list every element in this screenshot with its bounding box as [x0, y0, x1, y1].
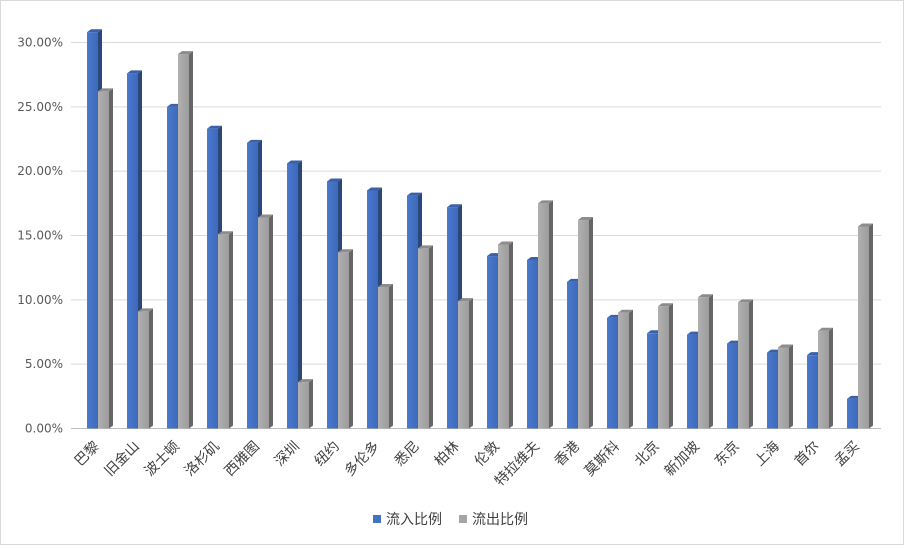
- legend-label: 流出比例: [472, 512, 528, 528]
- y-tick-label: 5.00%: [25, 357, 63, 371]
- x-category-label: 多伦多: [341, 438, 383, 480]
- gridlines: [71, 42, 881, 429]
- x-category-label: 新加坡: [662, 439, 703, 480]
- x-category-label: 纽约: [312, 439, 343, 470]
- y-tick-label: 0.00%: [25, 422, 63, 436]
- legend-item: 流出比例: [459, 512, 528, 528]
- bar-outflow: [98, 88, 113, 429]
- x-category-label: 柏林: [432, 439, 463, 470]
- y-tick-label: 20.00%: [17, 164, 63, 178]
- bars: [87, 29, 873, 429]
- bar-outflow: [658, 303, 673, 429]
- bar-outflow: [578, 217, 593, 429]
- bar-outflow: [338, 249, 353, 429]
- bar-outflow: [178, 51, 193, 429]
- bar-outflow: [818, 327, 833, 429]
- x-category-label: 北京: [632, 439, 663, 470]
- y-axis-tick-labels: 0.00% 5.00% 10.00% 15.00% 20.00% 25.00% 30.00%: [17, 36, 63, 436]
- bar-outflow: [418, 245, 433, 429]
- bar-outflow: [138, 308, 153, 429]
- x-category-label: 巴黎: [72, 439, 103, 470]
- bar-outflow: [778, 344, 793, 429]
- x-category-label: 悉尼: [392, 439, 423, 470]
- bar-outflow: [538, 200, 553, 429]
- x-category-label: 旧金山: [102, 439, 143, 480]
- x-category-label: 西雅图: [222, 439, 263, 480]
- x-category-label: 孟买: [832, 439, 863, 470]
- x-category-label: 莫斯科: [582, 439, 623, 480]
- bar-outflow: [218, 231, 233, 429]
- bar-outflow: [738, 299, 753, 429]
- y-tick-label: 30.00%: [17, 36, 63, 50]
- legend-swatch: [459, 515, 467, 523]
- x-category-label: 特拉维夫: [492, 439, 543, 490]
- bar-outflow: [498, 241, 513, 429]
- bar-outflow: [258, 214, 273, 429]
- bar-outflow: [298, 379, 313, 429]
- x-category-label: 深圳: [272, 439, 303, 470]
- bar-outflow: [858, 223, 873, 429]
- x-category-label: 波士顿: [142, 439, 183, 480]
- y-tick-label: 15.00%: [17, 229, 63, 243]
- legend-label: 流入比例: [386, 512, 442, 528]
- bar-outflow: [458, 298, 473, 429]
- bar-inflow: [287, 160, 302, 429]
- bar-outflow: [698, 294, 713, 429]
- legend-swatch: [373, 515, 381, 523]
- bar-outflow: [378, 283, 393, 429]
- x-category-label: 上海: [752, 439, 783, 470]
- bar-outflow: [618, 309, 633, 429]
- legend: 流入比例 流出比例: [373, 512, 528, 528]
- x-category-label: 首尔: [792, 439, 823, 470]
- legend-item: 流入比例: [373, 512, 442, 528]
- x-category-label: 洛杉矶: [182, 439, 223, 480]
- x-category-label: 香港: [552, 439, 583, 470]
- y-tick-label: 25.00%: [17, 100, 63, 114]
- x-category-label: 东京: [712, 439, 743, 470]
- y-tick-label: 10.00%: [17, 293, 63, 307]
- x-category-label: 伦敦: [472, 439, 503, 470]
